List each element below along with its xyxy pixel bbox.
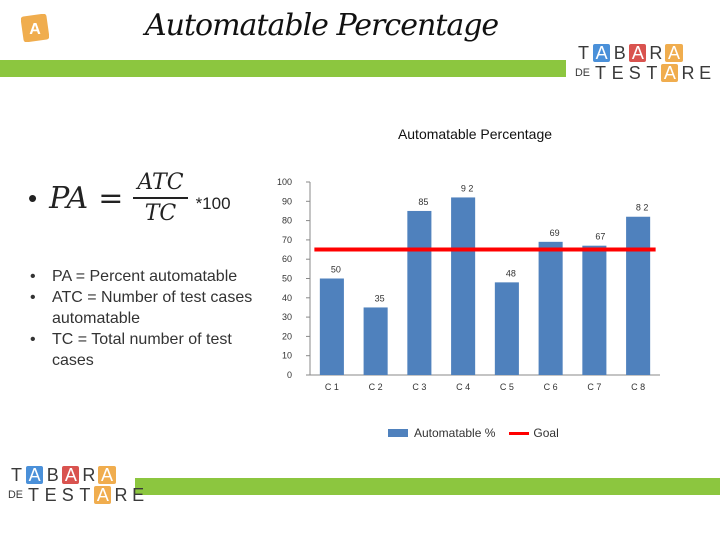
bar [538,241,563,375]
bar-data-label: 85 [418,197,428,207]
formula-fraction: ATC TC [133,170,188,226]
brand-letter: E [44,485,57,505]
formula: • PA = ATC TC *100 [28,170,231,226]
bar [582,245,607,375]
bar [451,197,476,375]
brand-letter: T [595,63,607,83]
brand-letter: T [646,63,658,83]
brand-letter: A [62,466,80,484]
bar [319,278,344,375]
brand-letter: A [661,64,679,82]
bar-data-label: 67 [595,232,605,242]
brand-letter: S [61,485,74,505]
brand-letter: A [665,44,683,62]
x-tick-label: C 5 [500,382,514,392]
bar-data-label: 8 2 [636,203,649,213]
formula-equals: = [98,180,124,216]
slide-title: Automatable Percentage [145,8,499,43]
legend-label-goal: Goal [533,426,559,440]
logo-letter: A [29,21,41,38]
brand-letter: T [28,485,40,505]
bottom-accent-bar [135,478,720,495]
y-tick-label: 0 [287,370,292,380]
bar [407,210,432,375]
definition-item: PA = Percent automatable [30,266,260,287]
y-tick-label: 50 [282,274,292,284]
brand-letter: B [613,43,626,63]
brand-letter: R [114,485,128,505]
legend-label-automatable: Automatable % [414,426,496,440]
bar [363,307,388,375]
brand-prefix: DE [575,66,590,79]
brand-letter: A [26,466,44,484]
x-tick-label: C 2 [369,382,383,392]
bar-data-label: 35 [375,293,385,303]
brand-letter: S [628,63,641,83]
chart-title: Automatable Percentage [397,126,553,142]
bar [494,282,519,375]
brand-letter: T [11,465,23,485]
y-tick-label: 90 [282,196,292,206]
brand-letter: T [79,485,91,505]
formula-denominator: TC [144,201,177,226]
x-tick-label: C 7 [587,382,601,392]
definition-item: ATC = Number of test cases automatable [30,287,260,329]
bar-chart: 0 10 20 30 40 50 60 70 80 90 100 50 C 1 35 C 2 85 C 3 9 2… [277,177,660,392]
x-tick-label: C 8 [631,382,645,392]
x-tick-label: C 3 [412,382,426,392]
brand-letter: E [699,63,712,83]
legend-line-swatch [509,431,530,435]
brand-prefix: DE [8,488,23,501]
x-tick-label: C 1 [325,382,339,392]
brand-letter: A [94,486,112,504]
y-tick-label: 10 [282,351,292,361]
bar-data-label: 69 [550,228,560,238]
brand-letter: A [98,466,116,484]
brand-letter: T [578,43,590,63]
brand-letter: E [611,63,624,83]
chart-legend: Automatable % Goal [388,426,559,440]
y-tick-label: 20 [282,331,292,341]
y-tick-label: 100 [277,177,292,187]
y-tick-label: 80 [282,216,292,226]
brand-letter: B [46,465,59,485]
brand-logo-top: T A B A R A DE T E S T A R E [575,44,714,82]
bar-data-label: 50 [331,265,341,275]
definition-list: PA = Percent automatable ATC = Number of… [30,266,260,371]
formula-multiplier: *100 [195,194,231,213]
bar-data-label: 9 2 [461,183,474,193]
formula-numerator: ATC [133,170,188,199]
brand-letter: A [593,44,611,62]
formula-lhs: PA [49,180,89,216]
brand-letter: R [82,465,96,485]
formula-bullet: • [28,182,38,213]
x-tick-label: C 4 [456,382,470,392]
legend-bar-swatch [388,429,408,437]
brand-letter: R [681,63,695,83]
y-tick-label: 60 [282,254,292,264]
definition-item: TC = Total number of test cases [30,329,260,371]
brand-letter: E [132,485,145,505]
y-tick-label: 40 [282,293,292,303]
brand-letter: A [629,44,647,62]
y-tick-label: 70 [282,235,292,245]
bar [626,216,651,375]
top-accent-bar [0,60,566,77]
brand-logo-bottom: T A B A R A DE T E S T A R E [8,466,147,504]
a-logo-icon: A [21,14,49,42]
x-tick-label: C 6 [544,382,558,392]
y-tick-label: 30 [282,312,292,322]
bar-data-label: 48 [506,268,516,278]
brand-letter: R [649,43,663,63]
